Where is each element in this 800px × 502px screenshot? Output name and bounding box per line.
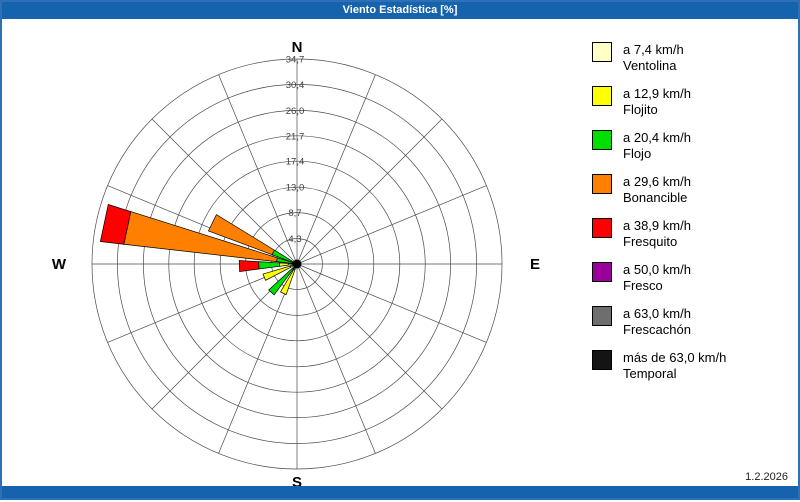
wind-petal-segment <box>278 262 289 267</box>
legend-label: a 38,9 km/h Fresquito <box>623 218 691 249</box>
legend-item: a 29,6 km/h Bonancible <box>592 174 797 206</box>
legend-item: a 38,9 km/h Fresquito <box>592 218 797 250</box>
legend-swatch <box>592 350 612 370</box>
wind-petal-segment <box>207 214 275 256</box>
legend-swatch <box>592 262 612 282</box>
radial-tick-labels: 4,3 8,7 13,0 17,4 21,7 26,0 30,4 34,7 <box>286 55 305 246</box>
radial-tick-label: 30,4 <box>286 80 305 91</box>
radial-tick-label: 4,3 <box>288 234 301 245</box>
radial-tick-label: 21,7 <box>286 131 305 142</box>
legend-item: a 7,4 km/h Ventolina <box>592 42 797 74</box>
bottom-bar <box>2 486 798 498</box>
radial-tick-label: 17,4 <box>286 157 305 168</box>
wind-petal-segment <box>268 267 294 296</box>
legend-swatch <box>592 130 612 150</box>
window-title: Viento Estadística [%] <box>342 4 458 16</box>
legend-item: a 50,0 km/h Fresco <box>592 262 797 294</box>
wind-petal-segment <box>99 204 132 245</box>
wind-petal-segment <box>258 261 280 270</box>
wind-petal-segment <box>280 268 296 296</box>
rose-center-dot <box>292 259 302 269</box>
date-label: 1.2.2026 <box>745 471 788 483</box>
compass-north: N <box>292 39 303 56</box>
radial-tick-label: 34,7 <box>286 55 305 66</box>
wind-petal-segment <box>238 260 260 272</box>
compass-east: E <box>530 256 540 273</box>
legend-swatch <box>592 42 612 62</box>
compass-labels: N S E W <box>52 39 540 491</box>
radial-tick-label: 8,7 <box>288 208 301 219</box>
radial-tick-label: 13,0 <box>286 183 305 194</box>
legend-label: más de 63,0 km/h Temporal <box>623 350 727 381</box>
legend-item: más de 63,0 km/h Temporal <box>592 350 797 382</box>
legend-swatch <box>592 218 612 238</box>
wind-petals <box>99 204 298 296</box>
legend-label: a 29,6 km/h Bonancible <box>623 174 691 205</box>
legend-label: a 20,4 km/h Flojo <box>623 130 691 161</box>
compass-south: S <box>292 474 302 491</box>
legend-label: a 63,0 km/h Frescachón <box>623 306 691 337</box>
legend-item: a 12,9 km/h Flojito <box>592 86 797 118</box>
legend-label: a 50,0 km/h Fresco <box>623 262 691 293</box>
title-bar: Viento Estadística [%] <box>2 2 798 19</box>
legend-item: a 20,4 km/h Flojo <box>592 130 797 162</box>
wind-petal-segment <box>262 265 292 281</box>
legend-swatch <box>592 86 612 106</box>
radial-tick-label: 26,0 <box>286 106 305 117</box>
legend-swatch <box>592 306 612 326</box>
legend-swatch <box>592 174 612 194</box>
legend-label: a 12,9 km/h Flojito <box>623 86 691 117</box>
legend-label: a 7,4 km/h Ventolina <box>623 42 684 73</box>
compass-west: W <box>52 256 67 273</box>
wind-petal-segment <box>123 211 278 263</box>
legend: a 7,4 km/h Ventolina a 12,9 km/h Flojito a 2… <box>592 42 797 394</box>
legend-item: a 63,0 km/h Frescachón <box>592 306 797 338</box>
